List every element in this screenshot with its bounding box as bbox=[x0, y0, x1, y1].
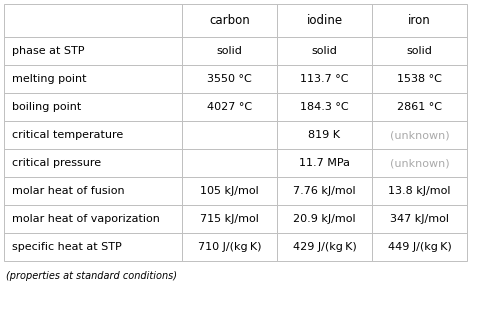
Bar bbox=[182, 65, 277, 93]
Bar bbox=[372, 4, 467, 37]
Text: 4027 °C: 4027 °C bbox=[207, 102, 252, 112]
Text: 347 kJ/mol: 347 kJ/mol bbox=[390, 214, 449, 224]
Text: molar heat of fusion: molar heat of fusion bbox=[12, 186, 125, 196]
Bar bbox=[372, 121, 467, 149]
Bar bbox=[182, 121, 277, 149]
Bar bbox=[182, 4, 277, 37]
Bar bbox=[277, 4, 372, 37]
Bar bbox=[372, 37, 467, 65]
Bar bbox=[4, 149, 182, 177]
Text: 113.7 °C: 113.7 °C bbox=[300, 74, 349, 84]
Bar bbox=[182, 233, 277, 261]
Bar bbox=[182, 37, 277, 65]
Bar bbox=[277, 65, 372, 93]
Bar bbox=[4, 121, 182, 149]
Text: solid: solid bbox=[312, 46, 338, 56]
Bar bbox=[277, 233, 372, 261]
Text: 11.7 MPa: 11.7 MPa bbox=[299, 158, 350, 168]
Bar bbox=[372, 177, 467, 205]
Text: 105 kJ/mol: 105 kJ/mol bbox=[200, 186, 259, 196]
Text: 819 K: 819 K bbox=[309, 130, 341, 140]
Bar bbox=[4, 205, 182, 233]
Text: 20.9 kJ/mol: 20.9 kJ/mol bbox=[293, 214, 356, 224]
Bar bbox=[277, 37, 372, 65]
Text: 1538 °C: 1538 °C bbox=[397, 74, 442, 84]
Text: (properties at standard conditions): (properties at standard conditions) bbox=[6, 271, 177, 281]
Text: specific heat at STP: specific heat at STP bbox=[12, 242, 122, 252]
Text: iron: iron bbox=[408, 14, 431, 27]
Text: critical temperature: critical temperature bbox=[12, 130, 123, 140]
Text: (unknown): (unknown) bbox=[390, 158, 449, 168]
Bar bbox=[182, 149, 277, 177]
Bar bbox=[4, 93, 182, 121]
Text: iodine: iodine bbox=[306, 14, 342, 27]
Bar bbox=[372, 65, 467, 93]
Bar bbox=[372, 233, 467, 261]
Text: solid: solid bbox=[216, 46, 242, 56]
Text: 710 J/(kg K): 710 J/(kg K) bbox=[198, 242, 261, 252]
Bar bbox=[182, 205, 277, 233]
Text: melting point: melting point bbox=[12, 74, 86, 84]
Text: 7.76 kJ/mol: 7.76 kJ/mol bbox=[293, 186, 356, 196]
Text: 429 J/(kg K): 429 J/(kg K) bbox=[293, 242, 356, 252]
Text: solid: solid bbox=[407, 46, 432, 56]
Bar bbox=[4, 177, 182, 205]
Bar bbox=[372, 93, 467, 121]
Bar bbox=[4, 233, 182, 261]
Bar bbox=[277, 177, 372, 205]
Bar bbox=[4, 37, 182, 65]
Text: 449 J/(kg K): 449 J/(kg K) bbox=[388, 242, 452, 252]
Text: 3550 °C: 3550 °C bbox=[207, 74, 252, 84]
Bar bbox=[182, 177, 277, 205]
Text: (unknown): (unknown) bbox=[390, 130, 449, 140]
Text: carbon: carbon bbox=[209, 14, 250, 27]
Bar bbox=[277, 205, 372, 233]
Text: molar heat of vaporization: molar heat of vaporization bbox=[12, 214, 160, 224]
Bar bbox=[372, 149, 467, 177]
Bar bbox=[4, 4, 182, 37]
Text: 13.8 kJ/mol: 13.8 kJ/mol bbox=[388, 186, 451, 196]
Bar bbox=[277, 121, 372, 149]
Bar bbox=[4, 65, 182, 93]
Bar bbox=[372, 205, 467, 233]
Bar bbox=[182, 93, 277, 121]
Text: 2861 °C: 2861 °C bbox=[397, 102, 442, 112]
Text: phase at STP: phase at STP bbox=[12, 46, 85, 56]
Text: boiling point: boiling point bbox=[12, 102, 81, 112]
Bar bbox=[277, 93, 372, 121]
Bar bbox=[277, 149, 372, 177]
Text: 715 kJ/mol: 715 kJ/mol bbox=[200, 214, 259, 224]
Text: 184.3 °C: 184.3 °C bbox=[300, 102, 349, 112]
Text: critical pressure: critical pressure bbox=[12, 158, 101, 168]
